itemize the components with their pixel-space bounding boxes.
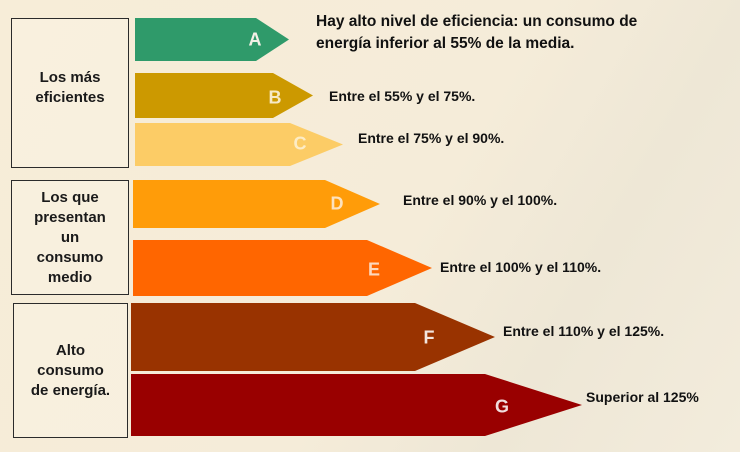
group-box-medium-consumption: Los que presentan un consumo medio xyxy=(11,180,129,295)
group-box-high-consumption: Alto consumo de energía. xyxy=(13,303,128,438)
class-letter-e: E xyxy=(367,259,381,280)
arrow-shape-a xyxy=(135,18,289,61)
class-description-d: Entre el 90% y el 100%. xyxy=(403,192,558,208)
class-letter-b: B xyxy=(268,87,282,108)
arrow-shape-g xyxy=(131,374,582,436)
class-description-b: Entre el 55% y el 75%. xyxy=(329,88,476,104)
class-description-a: Hay alto nivel de eficiencia: un consumo… xyxy=(316,13,638,52)
arrow-shape-e xyxy=(133,240,432,296)
arrow-shape-f xyxy=(131,303,495,371)
class-letter-d: D xyxy=(330,193,344,214)
energy-arrow-f: F xyxy=(131,303,496,371)
class-description-g: Superior al 125% xyxy=(586,389,699,405)
group-label-most-efficient: Los más eficientes xyxy=(35,69,105,106)
class-letter-a: A xyxy=(248,29,262,50)
energy-arrow-g: G xyxy=(131,374,583,436)
energy-arrow-d: D xyxy=(133,180,381,228)
energy-arrow-a: A xyxy=(135,18,290,61)
arrow-shape-b xyxy=(135,73,313,118)
group-label-high-consumption: Alto consumo de energía. xyxy=(30,341,111,399)
arrow-shape-c xyxy=(135,123,343,166)
class-letter-c: C xyxy=(293,133,307,154)
group-box-most-efficient: Los más eficientes xyxy=(11,18,129,168)
energy-arrow-c: C xyxy=(135,123,345,166)
group-label-medium-consumption: Los que presentan un consumo medio xyxy=(34,188,106,286)
class-description-e: Entre el 100% y el 110%. xyxy=(440,259,602,275)
arrow-shape-d xyxy=(133,180,380,228)
energy-arrow-e: E xyxy=(133,240,433,296)
class-description-f: Entre el 110% y el 125%. xyxy=(503,323,665,339)
energy-arrow-b: B xyxy=(135,73,315,118)
class-letter-f: F xyxy=(423,327,435,348)
class-letter-g: G xyxy=(494,396,510,417)
class-description-c: Entre el 75% y el 90%. xyxy=(358,130,505,146)
